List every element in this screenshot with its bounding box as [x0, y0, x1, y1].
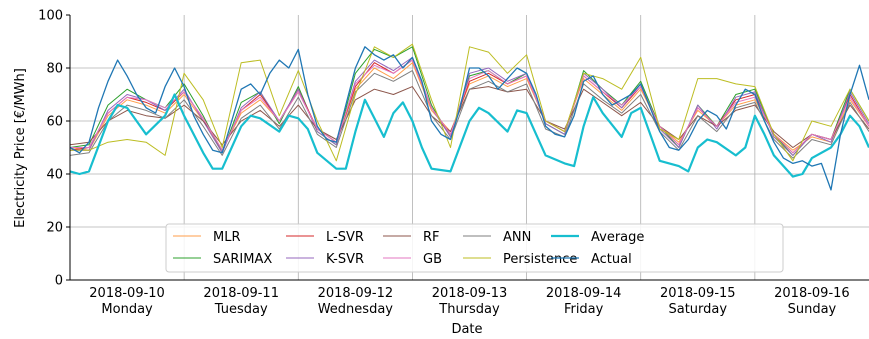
x-tick-label-date: 2018-09-10 [89, 286, 165, 301]
legend-label: K-SVR [326, 252, 364, 267]
x-tick-label-weekday: Saturday [668, 302, 727, 317]
series-line-gb [70, 59, 869, 154]
x-tick-label-date: 2018-09-15 [660, 286, 736, 301]
y-tick-label: 80 [46, 62, 63, 77]
x-tick-label-weekday: Thursday [438, 302, 500, 317]
y-axis-label: Electricity Price [€/MWh] [13, 68, 28, 228]
series-lines [69, 43, 869, 191]
x-tick-label-weekday: Friday [564, 302, 604, 317]
legend: MLR SARIMAX L-SVR K-SVR RF GB ANN Persistence Av… [165, 223, 784, 273]
legend-label: ANN [503, 230, 531, 245]
series-line-average [69, 93, 869, 178]
legend-label: Actual [591, 252, 632, 267]
series-line-ann [69, 70, 869, 159]
y-tick-label: 40 [46, 168, 63, 183]
x-tick-label-date: 2018-09-16 [774, 286, 850, 301]
y-tick-label: 100 [38, 9, 63, 24]
x-axis-label: Date [451, 322, 482, 337]
legend-label: MLR [213, 230, 241, 245]
x-tick-label-date: 2018-09-13 [432, 286, 508, 301]
legend-label: Persistence [503, 252, 577, 267]
x-tick-label-weekday: Tuesday [214, 302, 268, 317]
legend-label: GB [423, 252, 442, 267]
legend-label: RF [423, 230, 440, 245]
y-tick-label: 20 [46, 221, 63, 236]
x-tick-label-weekday: Wednesday [318, 302, 394, 317]
x-tick-label-date: 2018-09-14 [546, 286, 622, 301]
axes [69, 15, 869, 281]
series-line-sarimax [69, 46, 869, 156]
y-tick-label: 0 [55, 274, 63, 289]
legend-label: SARIMAX [213, 252, 272, 267]
legend-label: L-SVR [326, 230, 364, 245]
x-tick-label-date: 2018-09-11 [203, 286, 279, 301]
series-line-actual [69, 46, 869, 191]
x-tick-label-weekday: Monday [101, 302, 153, 317]
x-tick-label-date: 2018-09-12 [318, 286, 394, 301]
x-tick-label-weekday: Sunday [788, 302, 837, 317]
legend-box [165, 223, 784, 273]
series-line-persistence [70, 43, 869, 162]
y-tick-label: 60 [46, 115, 63, 130]
legend-label: Average [591, 230, 644, 245]
